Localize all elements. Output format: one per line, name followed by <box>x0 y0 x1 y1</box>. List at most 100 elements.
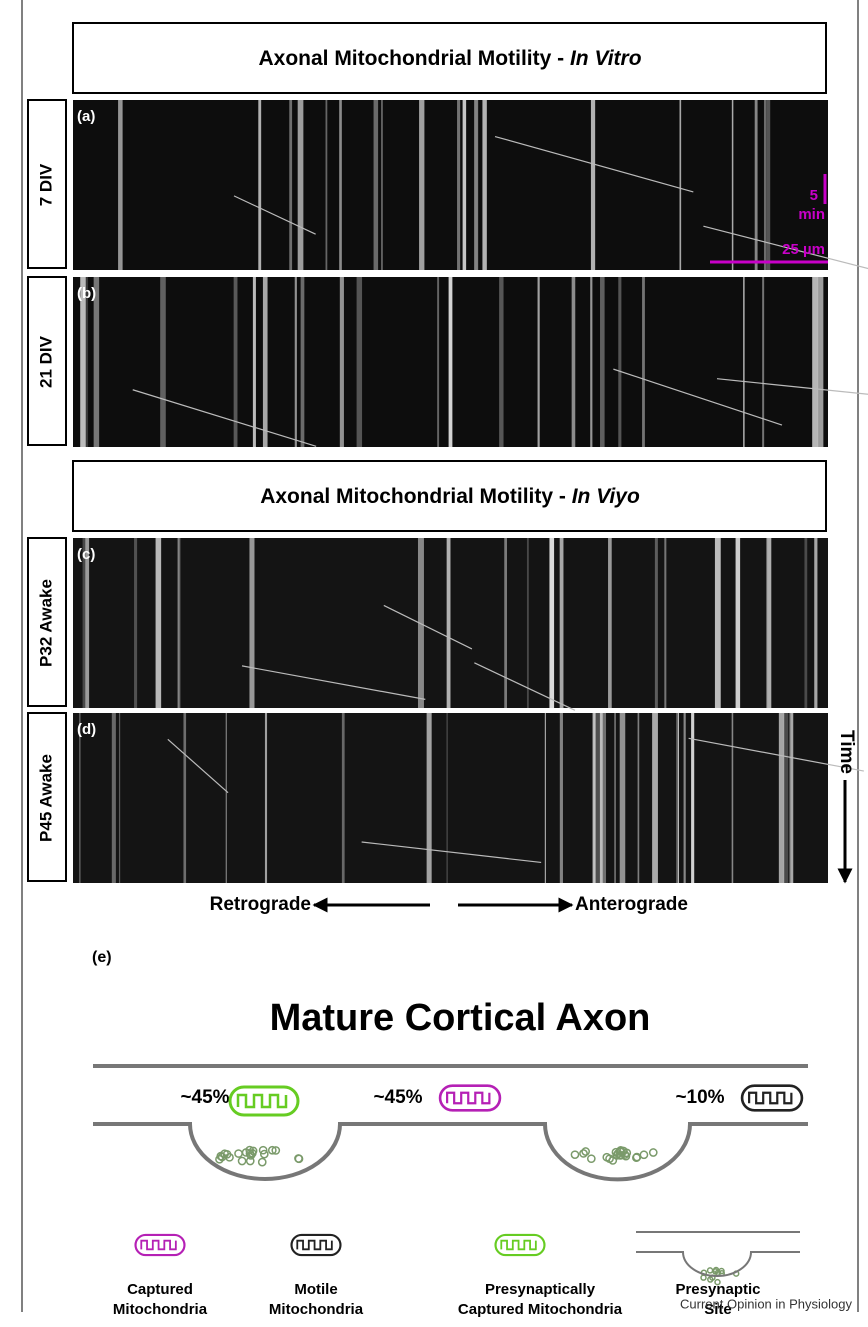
vesicle <box>245 1156 255 1166</box>
kymograph-trace <box>804 538 808 708</box>
kymograph-trace <box>789 713 794 883</box>
legend-text: Captured <box>127 1281 193 1298</box>
kymograph-trace <box>601 713 607 883</box>
vesicle <box>621 1151 631 1161</box>
kymograph-trace <box>594 713 600 883</box>
kymograph-trace <box>474 100 479 270</box>
mitochondrion <box>438 1084 502 1112</box>
vesicle <box>237 1156 247 1166</box>
kymograph-trace <box>85 277 89 447</box>
kymograph-trace <box>233 277 238 447</box>
scale-time-unit: min <box>798 206 825 223</box>
mitochondrion-cristae <box>446 1091 491 1105</box>
kymograph-trace <box>179 538 181 708</box>
kymograph-trace <box>703 225 868 270</box>
mitochondrion-cristae <box>236 1093 288 1109</box>
presynaptic-site-icon <box>636 1231 800 1277</box>
title: Axonal Mitochondrial Motility - In Viyo <box>260 485 640 508</box>
percentage: ~10% <box>675 1087 724 1108</box>
scale-length-label: 25 µm <box>782 241 825 258</box>
legend-text: Site <box>704 1301 732 1318</box>
kymograph-trace <box>249 538 255 708</box>
legend-text: Presynaptically <box>485 1281 596 1298</box>
kymograph-trace <box>437 277 440 447</box>
kymograph-trace <box>613 368 783 426</box>
kymograph-trace <box>417 538 424 708</box>
kymograph-trace <box>446 538 451 708</box>
side-label-box <box>27 99 67 269</box>
kymograph-trace <box>155 538 162 708</box>
kymograph-trace <box>297 100 304 270</box>
kymograph-trace <box>339 277 344 447</box>
kymograph-trace <box>499 277 504 447</box>
mitochondrion <box>228 1085 300 1117</box>
side-label: P32 Awake <box>36 579 55 667</box>
kymograph-trace <box>504 538 508 708</box>
kymograph-trace <box>177 538 180 708</box>
kymograph-trace <box>614 713 616 883</box>
vesicle <box>217 1152 227 1162</box>
axon-membrane <box>93 1122 808 1182</box>
kymograph-trace <box>652 713 658 883</box>
vesicle <box>706 1267 714 1274</box>
schematic-title: Mature Cortical Axon <box>270 997 651 1039</box>
kymograph-trace <box>754 100 758 270</box>
kymograph-trace <box>82 538 86 708</box>
retrograde-label: Retrograde <box>210 894 311 915</box>
kymograph-trace <box>494 135 694 193</box>
vesicle <box>639 1150 649 1160</box>
vesicle <box>632 1153 641 1163</box>
legend-text: Motile <box>294 1281 337 1298</box>
scale-bar: 5 min 25 µm <box>710 174 828 264</box>
vesicle <box>570 1150 580 1160</box>
kymograph-trace <box>381 100 383 270</box>
title: Axonal Mitochondrial Motility - In Vitro <box>258 47 641 70</box>
kymograph-trace <box>526 538 529 708</box>
vesicle <box>615 1150 624 1160</box>
kymograph-trace <box>731 100 734 270</box>
kymograph-trace <box>537 277 540 447</box>
kymograph-trace <box>683 713 686 883</box>
mitochondrion-cristae <box>140 1239 177 1251</box>
side-label-box <box>27 712 67 882</box>
vesicle <box>707 1276 714 1283</box>
vesicle <box>586 1154 596 1164</box>
kymograph-trace <box>132 389 317 447</box>
kymograph-trace <box>111 713 116 883</box>
panel-label: (a) <box>77 108 95 125</box>
kymograph-trace <box>664 538 667 708</box>
kymograph-trace <box>419 100 425 270</box>
kymograph-trace <box>448 277 453 447</box>
kymograph-trace <box>474 662 576 711</box>
title-italic: In Vitro <box>570 47 642 70</box>
panel-label: (b) <box>77 285 96 302</box>
mitochondria-icons <box>134 1084 804 1286</box>
kymograph-trace <box>300 277 305 447</box>
kymograph-trace <box>373 100 379 270</box>
mitochondrion-cristae <box>748 1091 793 1105</box>
vesicle <box>648 1148 658 1157</box>
kymograph-trace <box>294 277 297 447</box>
kymograph-trace <box>264 713 268 883</box>
kymographs: 7 DIV (a) 21 DIV (b) P32 Awake (c) P45 Awake (d… <box>27 99 868 883</box>
side-label: P45 Awake <box>36 754 55 842</box>
kymograph-trace <box>544 713 546 883</box>
vesicle <box>259 1149 269 1159</box>
mitochondrion-outer <box>740 1084 804 1112</box>
mitochondrion-outer <box>494 1233 546 1257</box>
kymograph-trace <box>599 713 603 883</box>
kymograph-trace <box>642 277 645 447</box>
kymograph-trace <box>608 538 612 708</box>
vesicle <box>581 1147 591 1156</box>
kymograph-trace <box>814 538 818 708</box>
kymograph-trace <box>783 713 789 883</box>
legend-text: Mitochondria <box>113 1301 208 1318</box>
kymograph-trace <box>118 713 121 883</box>
kymograph-trace <box>457 100 461 270</box>
time-label: Time <box>836 730 857 774</box>
kymograph-trace <box>258 100 262 270</box>
kymograph-trace <box>789 713 791 883</box>
kymograph-trace <box>339 100 342 270</box>
kymograph <box>73 100 828 270</box>
